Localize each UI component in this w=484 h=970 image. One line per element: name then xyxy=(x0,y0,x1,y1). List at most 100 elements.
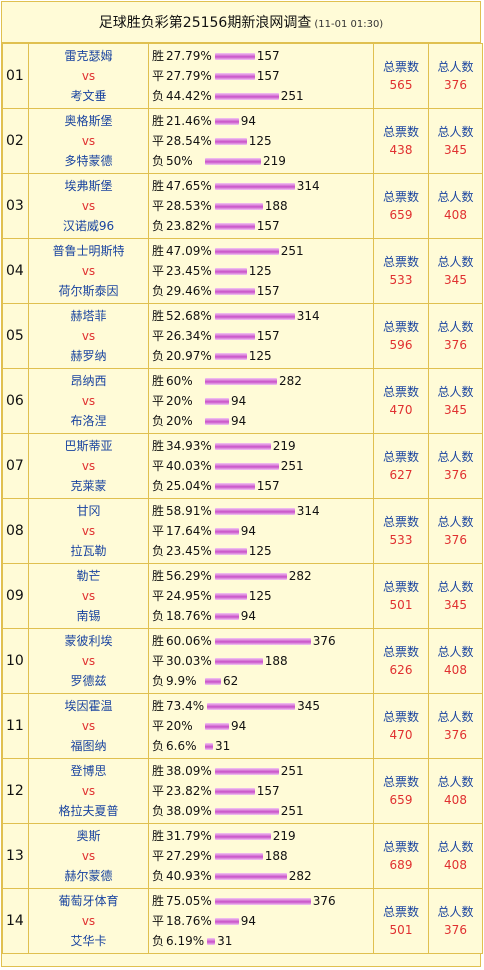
option-label: 胜 xyxy=(152,504,165,518)
vote-bar xyxy=(207,702,296,710)
option-label: 平 xyxy=(152,589,165,603)
home-team-link[interactable]: 巴斯蒂亚 xyxy=(64,439,113,453)
total-votes-label: 总票数 xyxy=(382,905,419,919)
total-votes-label: 总票数 xyxy=(382,60,419,74)
option-0: 胜 34.93% 219 xyxy=(149,436,373,456)
total-votes: 总票数 470 xyxy=(373,693,429,759)
away-team-link[interactable]: 汉诺威96 xyxy=(62,219,115,233)
total-people-label: 总人数 xyxy=(437,450,474,464)
table-row: 03 埃弗斯堡 vs 汉诺威96 胜 47.65% 314 平 28.53% 1… xyxy=(2,173,483,239)
total-votes-value: 501 xyxy=(389,598,413,612)
option-0: 胜 52.68% 314 xyxy=(149,306,373,326)
option-count: 188 xyxy=(264,849,288,863)
option-label: 负 xyxy=(152,869,165,883)
option-label: 平 xyxy=(152,654,165,668)
option-percent: 23.82% xyxy=(166,219,212,233)
away-team-link[interactable]: 格拉夫夏普 xyxy=(58,804,119,818)
option-count: 157 xyxy=(256,219,280,233)
away-team-link[interactable]: 布洛涅 xyxy=(70,414,107,428)
away-team-link[interactable]: 克莱蒙 xyxy=(70,479,107,493)
option-count: 31 xyxy=(215,739,231,753)
total-people-label: 总人数 xyxy=(437,255,474,269)
option-label: 平 xyxy=(152,849,165,863)
home-team-link[interactable]: 葡萄牙体育 xyxy=(58,894,119,908)
home-team-link[interactable]: 奥斯 xyxy=(76,829,101,843)
option-count: 94 xyxy=(240,114,257,128)
home-team-link[interactable]: 埃因霍温 xyxy=(64,699,113,713)
home-team-link[interactable]: 登博思 xyxy=(70,764,107,778)
total-votes-value: 627 xyxy=(389,468,413,482)
option-percent: 60% xyxy=(166,374,193,388)
away-team-link[interactable]: 拉瓦勒 xyxy=(70,544,107,558)
option-percent: 44.42% xyxy=(166,89,212,103)
total-people-label: 总人数 xyxy=(437,840,474,854)
vote-bar xyxy=(214,767,279,775)
option-2: 负 23.45% 125 xyxy=(149,541,373,561)
option-0: 胜 47.65% 314 xyxy=(149,176,373,196)
total-people-value: 376 xyxy=(444,533,467,547)
option-1: 平 20% 94 xyxy=(149,391,373,411)
vote-bar xyxy=(214,527,239,535)
match-number: 12 xyxy=(2,758,29,824)
option-percent: 6.6% xyxy=(166,739,197,753)
total-people-label: 总人数 xyxy=(437,645,474,659)
match-teams: 登博思 vs 格拉夫夏普 xyxy=(28,758,149,824)
away-team-link[interactable]: 荷尔斯泰因 xyxy=(58,284,119,298)
option-percent: 56.29% xyxy=(166,569,212,583)
option-percent: 27.29% xyxy=(166,849,212,863)
vote-bar xyxy=(214,482,255,490)
table-row: 07 巴斯蒂亚 vs 克莱蒙 胜 34.93% 219 平 40.03% 251… xyxy=(2,433,483,499)
home-team-link[interactable]: 蒙彼利埃 xyxy=(64,634,113,648)
total-people-value: 345 xyxy=(444,143,467,157)
option-label: 负 xyxy=(152,674,165,688)
match-teams: 埃弗斯堡 vs 汉诺威96 xyxy=(28,173,149,239)
option-label: 胜 xyxy=(152,569,165,583)
total-votes: 总票数 438 xyxy=(373,108,429,174)
total-people: 总人数 345 xyxy=(428,563,483,629)
vote-options: 胜 60.06% 376 平 30.03% 188 负 9.9% 62 xyxy=(148,628,374,694)
option-label: 负 xyxy=(152,544,165,558)
home-team-link[interactable]: 勒芒 xyxy=(76,569,101,583)
home-team-link[interactable]: 埃弗斯堡 xyxy=(64,179,113,193)
home-team-link[interactable]: 赫塔菲 xyxy=(70,309,107,323)
vote-bar xyxy=(214,222,255,230)
total-people: 总人数 408 xyxy=(428,823,483,889)
away-team-link[interactable]: 罗德兹 xyxy=(70,674,107,688)
table-row: 12 登博思 vs 格拉夫夏普 胜 38.09% 251 平 23.82% 15… xyxy=(2,758,483,824)
match-table: 01 雷克瑟姆 vs 考文垂 胜 27.79% 157 平 27.79% 157… xyxy=(2,43,483,954)
away-team-link[interactable]: 福图纳 xyxy=(70,739,107,753)
match-number: 13 xyxy=(2,823,29,889)
away-team-link[interactable]: 赫罗纳 xyxy=(70,349,107,363)
home-team-link[interactable]: 甘冈 xyxy=(76,504,101,518)
away-team-link[interactable]: 南锡 xyxy=(76,609,101,623)
total-people: 总人数 376 xyxy=(428,498,483,564)
match-teams: 勒芒 vs 南锡 xyxy=(28,563,149,629)
total-votes: 总票数 501 xyxy=(373,563,429,629)
total-votes-value: 470 xyxy=(389,403,413,417)
vote-bar xyxy=(214,72,255,80)
away-team-link[interactable]: 多特蒙德 xyxy=(64,154,113,168)
option-count: 188 xyxy=(264,654,288,668)
option-2: 负 6.19% 31 xyxy=(149,931,373,951)
home-team-link[interactable]: 雷克瑟姆 xyxy=(64,49,113,63)
vote-bar xyxy=(214,332,255,340)
option-count: 94 xyxy=(240,524,257,538)
away-team-link[interactable]: 艾华卡 xyxy=(70,934,107,948)
home-team-link[interactable]: 奥格斯堡 xyxy=(64,114,113,128)
option-label: 负 xyxy=(152,739,165,753)
home-team-link[interactable]: 昂纳西 xyxy=(70,374,107,388)
match-number: 11 xyxy=(2,693,29,759)
total-people-value: 345 xyxy=(444,273,467,287)
table-row: 13 奥斯 vs 赫尔蒙德 胜 31.79% 219 平 27.29% 188 … xyxy=(2,823,483,889)
option-percent: 73.4% xyxy=(166,699,205,713)
home-team-link[interactable]: 普鲁士明斯特 xyxy=(52,244,125,258)
away-team-link[interactable]: 考文垂 xyxy=(70,89,107,103)
total-votes: 总票数 596 xyxy=(373,303,429,369)
away-team-link[interactable]: 赫尔蒙德 xyxy=(64,869,113,883)
survey-header: 足球胜负彩第25156期新浪网调查 (11-01 01:30) xyxy=(2,2,480,43)
option-label: 负 xyxy=(152,414,165,428)
option-count: 314 xyxy=(296,504,320,518)
option-percent: 40.93% xyxy=(166,869,212,883)
total-people: 总人数 376 xyxy=(428,888,483,954)
option-count: 157 xyxy=(256,329,280,343)
